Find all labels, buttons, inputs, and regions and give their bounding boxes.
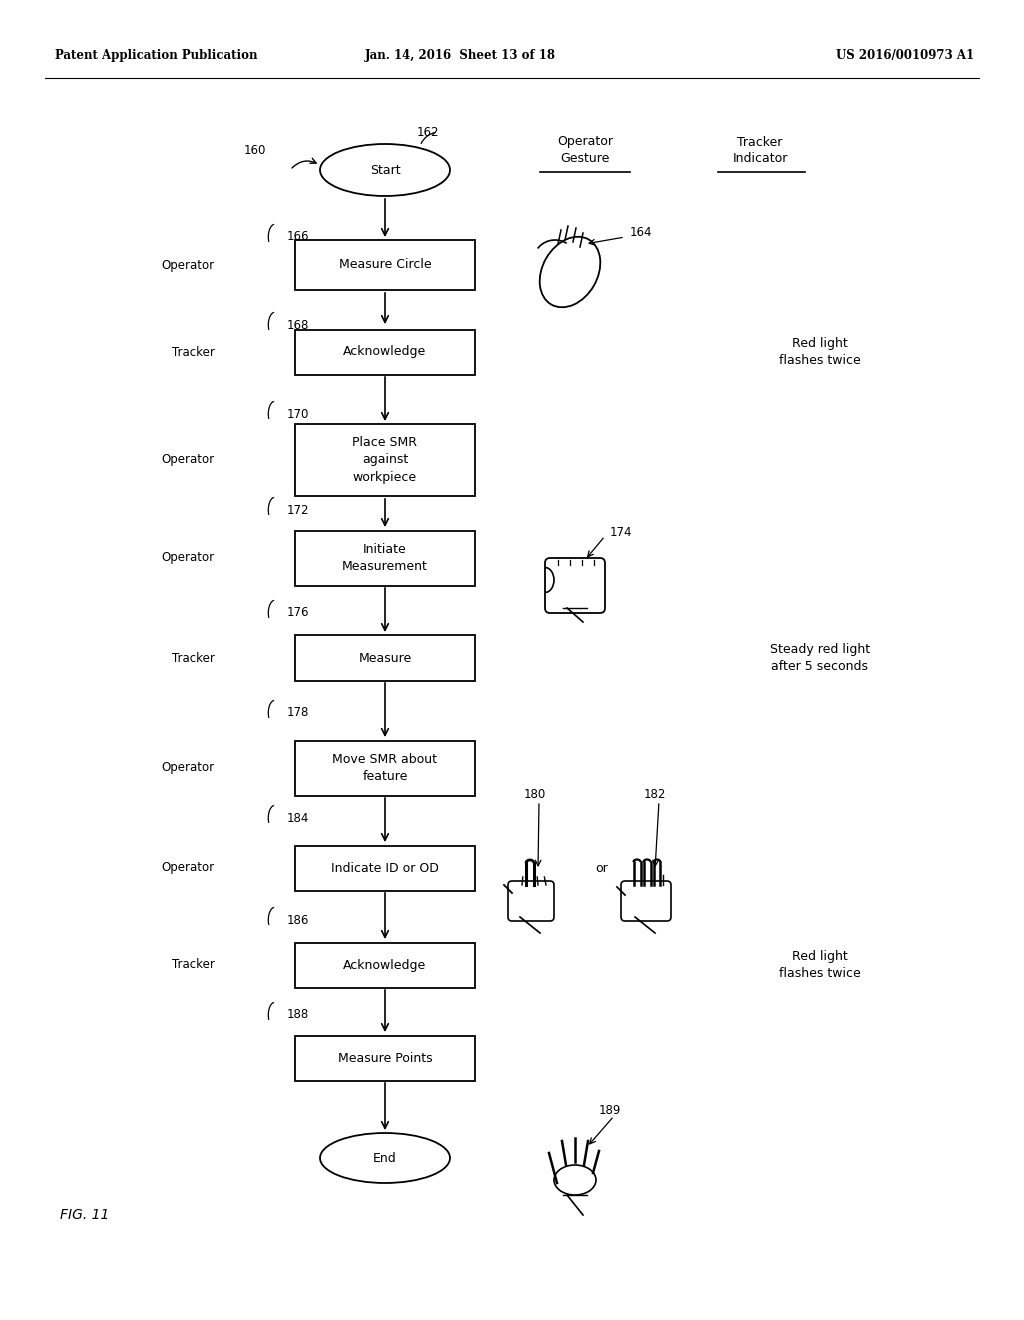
Text: Steady red light
after 5 seconds: Steady red light after 5 seconds [770,643,870,673]
Text: 172: 172 [287,503,309,516]
Text: Tracker: Tracker [172,958,215,972]
Ellipse shape [319,144,450,195]
Text: 189: 189 [599,1104,622,1117]
Text: FIG. 11: FIG. 11 [60,1208,110,1222]
FancyBboxPatch shape [295,424,475,496]
Text: 176: 176 [287,606,309,619]
FancyBboxPatch shape [621,880,671,921]
Text: Red light
flashes twice: Red light flashes twice [779,337,861,367]
FancyBboxPatch shape [295,240,475,290]
Text: Initiate
Measurement: Initiate Measurement [342,543,428,573]
FancyBboxPatch shape [545,558,605,612]
Text: Place SMR
against
workpiece: Place SMR against workpiece [352,437,418,483]
Ellipse shape [540,236,600,308]
Text: 160: 160 [244,144,266,157]
Text: End: End [373,1151,397,1164]
Text: 184: 184 [287,812,309,825]
Text: 166: 166 [287,231,309,243]
FancyBboxPatch shape [295,741,475,796]
FancyBboxPatch shape [295,531,475,586]
Text: Acknowledge: Acknowledge [343,346,427,359]
Text: Tracker
Indicator: Tracker Indicator [732,136,787,165]
Text: 162: 162 [417,125,439,139]
Text: Move SMR about
feature: Move SMR about feature [333,752,437,783]
FancyBboxPatch shape [295,635,475,681]
Text: Measure Circle: Measure Circle [339,259,431,272]
FancyBboxPatch shape [295,846,475,891]
Text: Operator
Gesture: Operator Gesture [557,136,613,165]
Text: Measure Points: Measure Points [338,1052,432,1064]
FancyBboxPatch shape [508,880,554,921]
Text: Tracker: Tracker [172,346,215,359]
Text: Operator: Operator [162,552,215,565]
Text: Indicate ID or OD: Indicate ID or OD [331,862,439,875]
Text: 188: 188 [287,1008,309,1022]
Text: Operator: Operator [162,259,215,272]
Text: Patent Application Publication: Patent Application Publication [55,49,257,62]
Ellipse shape [554,1166,596,1195]
FancyBboxPatch shape [295,1035,475,1081]
Text: Measure: Measure [358,652,412,664]
Text: 174: 174 [610,525,633,539]
Text: Start: Start [370,164,400,177]
Text: Operator: Operator [162,762,215,775]
Text: Acknowledge: Acknowledge [343,958,427,972]
Text: Operator: Operator [162,862,215,875]
Text: 186: 186 [287,913,309,927]
Text: 178: 178 [287,706,309,719]
Text: Operator: Operator [162,454,215,466]
FancyBboxPatch shape [295,330,475,375]
Text: Tracker: Tracker [172,652,215,664]
Text: 168: 168 [287,318,309,331]
Text: Jan. 14, 2016  Sheet 13 of 18: Jan. 14, 2016 Sheet 13 of 18 [366,49,556,62]
Text: US 2016/0010973 A1: US 2016/0010973 A1 [836,49,974,62]
Text: or: or [596,862,608,875]
Text: 164: 164 [630,226,652,239]
Text: 170: 170 [287,408,309,421]
Text: Red light
flashes twice: Red light flashes twice [779,950,861,979]
Text: 180: 180 [524,788,546,801]
Text: 182: 182 [644,788,667,801]
Ellipse shape [319,1133,450,1183]
FancyBboxPatch shape [295,942,475,987]
